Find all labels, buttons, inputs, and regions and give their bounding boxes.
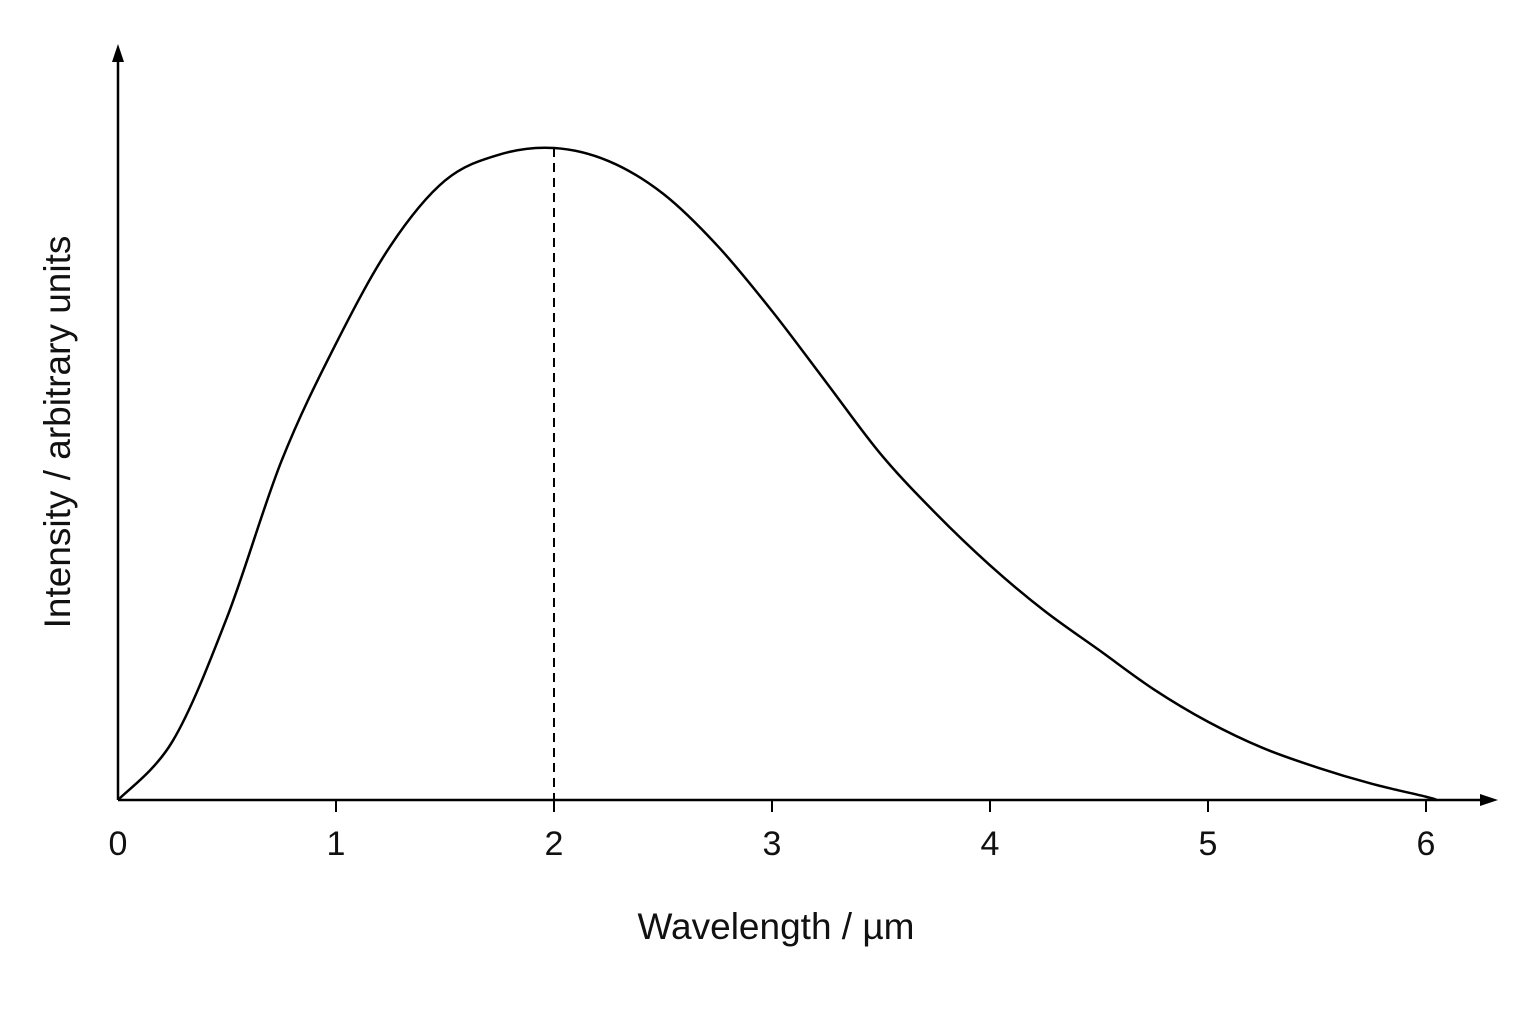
y-axis-title: Intensity / arbitrary units — [37, 236, 78, 629]
x-axis-arrowhead — [1480, 794, 1498, 806]
x-tick-label: 6 — [1417, 825, 1436, 863]
intensity-curve-series-0 — [117, 146, 1438, 802]
x-axis-title: Wavelength / µm — [638, 906, 915, 947]
x-tick-label: 0 — [109, 825, 128, 863]
x-tick-label: 3 — [763, 825, 782, 863]
x-tick-label: 1 — [327, 825, 346, 863]
y-axis-arrowhead — [112, 44, 124, 62]
x-axis-ticks: 0 1 2 3 4 5 6 — [109, 800, 1436, 863]
x-tick-label: 2 — [545, 825, 564, 863]
plot-area — [117, 146, 1438, 802]
x-tick-label: 5 — [1199, 825, 1218, 863]
x-tick-label: 4 — [981, 825, 1000, 863]
